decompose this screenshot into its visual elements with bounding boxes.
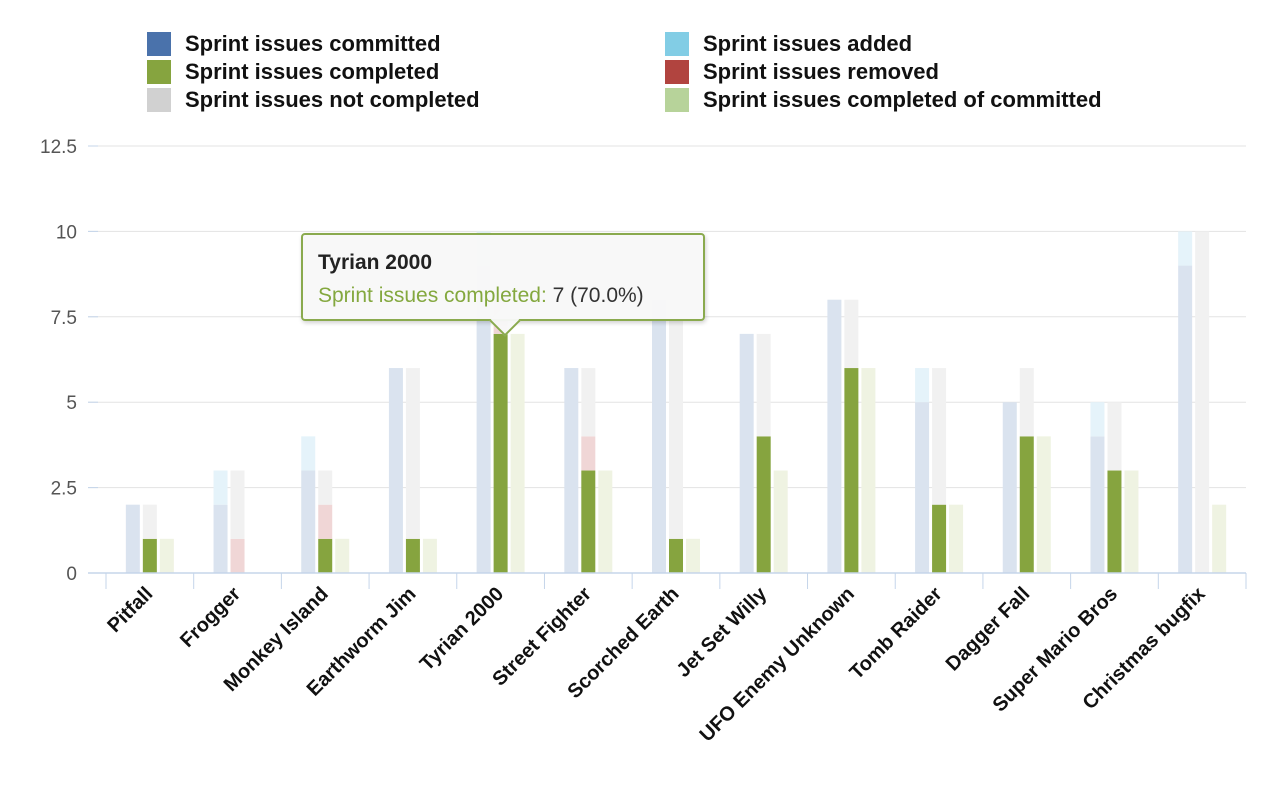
legend-label: Sprint issues committed [185,31,441,56]
x-tick-label: Dagger Fall [942,583,1035,676]
y-tick-label: 2.5 [51,479,77,500]
bar-completed[interactable] [1107,470,1122,573]
bar-committed[interactable] [1090,436,1105,573]
bar-completed-of-committed[interactable] [422,538,437,573]
bar-completed-of-committed[interactable] [861,368,876,573]
bar-not-completed[interactable] [932,368,947,505]
bar-removed[interactable] [581,436,596,471]
bar-completed-of-committed[interactable] [773,470,788,573]
bar-completed-of-committed[interactable] [598,470,613,573]
bar-committed[interactable] [739,333,754,573]
bar-added[interactable] [1178,231,1193,266]
chart-legend: Sprint issues committed Sprint issues add… [147,30,1187,116]
x-tick-label: Frogger [176,583,245,652]
bar-completed-of-committed[interactable] [510,333,525,573]
legend-label: Sprint issues completed [185,59,440,84]
bar-not-completed[interactable] [1195,231,1210,573]
bar-not-completed[interactable] [142,504,157,539]
x-tick-label: Tomb Raider [846,583,947,684]
bar-not-completed[interactable] [1019,368,1034,437]
legend-item-sprint-issues-completed-of-committed[interactable]: Sprint issues completed of committed [665,86,1102,114]
bar-completed[interactable] [581,470,596,573]
bar-not-completed[interactable] [318,470,333,505]
bar-added[interactable] [1090,402,1105,437]
legend-swatch [147,60,171,84]
grid-layer [88,145,1246,489]
y-tick-label: 0 [66,564,77,585]
tooltip-line: Sprint issues completed: 7 (70.0%) [318,284,703,308]
tooltip-value: 7 (70.0%) [552,284,644,307]
legend-swatch [665,32,689,56]
x-tick-label: Jet Set Willy [672,582,771,681]
bar-completed-of-committed[interactable] [1212,504,1227,573]
bar-committed[interactable] [1178,265,1193,573]
bar-committed[interactable] [1002,402,1017,573]
bar-not-completed[interactable] [1107,402,1122,471]
bar-committed[interactable] [564,368,579,573]
y-tick-label: 7.5 [51,308,77,329]
bar-not-completed[interactable] [230,470,245,539]
legend-item-sprint-issues-removed[interactable]: Sprint issues removed [665,58,939,86]
bar-completed-of-committed[interactable] [1036,436,1051,573]
tooltip-title: Tyrian 2000 [318,251,433,274]
bar-committed[interactable] [915,402,930,573]
bar-completed[interactable] [493,333,508,573]
tooltip-series-label: Sprint issues completed: [318,284,547,307]
legend-swatch [665,60,689,84]
bar-completed[interactable] [932,504,947,573]
bar-committed[interactable] [388,368,403,573]
bar-committed[interactable] [125,504,140,573]
legend-label: Sprint issues not completed [185,87,480,112]
y-tick-label: 10 [56,222,77,243]
x-tick-label: Tyrian 2000 [416,583,508,675]
x-tick-label: UFO Enemy Unknown [696,583,859,746]
bar-completed[interactable] [405,538,420,573]
bar-committed[interactable] [827,299,842,573]
bar-not-completed[interactable] [844,299,859,369]
legend-item-sprint-issues-not-completed[interactable]: Sprint issues not completed [147,86,480,114]
bar-committed[interactable] [652,299,666,573]
legend-swatch [147,32,171,56]
bar-completed[interactable] [844,368,859,573]
x-tick-label: Pitfall [103,583,157,637]
bar-added[interactable] [301,436,316,471]
bar-completed-of-committed[interactable] [949,504,964,573]
bar-added[interactable] [915,368,930,403]
legend-label: Sprint issues removed [703,59,939,84]
legend-swatch [147,88,171,112]
chart-tooltip: Tyrian 2000 Sprint issues completed: 7 (… [301,233,705,337]
y-tick-label: 5 [66,393,77,414]
bar-completed[interactable] [756,436,771,573]
legend-swatch [665,88,689,112]
bar-committed[interactable] [213,504,228,573]
bar-removed[interactable] [318,504,333,539]
bar-completed[interactable] [318,538,333,573]
bar-not-completed[interactable] [669,299,683,539]
legend-item-sprint-issues-added[interactable]: Sprint issues added [665,30,912,58]
bar-completed[interactable] [142,538,157,573]
legend-item-sprint-issues-completed[interactable]: Sprint issues completed [147,58,439,86]
bar-not-completed[interactable] [405,368,420,539]
legend-label: Sprint issues added [703,31,913,56]
bar-completed-of-committed[interactable] [335,538,350,573]
bar-not-completed[interactable] [756,333,771,437]
bar-committed[interactable] [301,470,316,573]
bar-completed-of-committed[interactable] [686,538,700,573]
y-tick-label: 12.5 [40,137,77,158]
legend-label: Sprint issues completed of committed [703,87,1102,112]
bar-completed[interactable] [669,538,683,573]
bar-not-completed[interactable] [581,368,596,437]
bar-completed[interactable] [1019,436,1034,573]
bar-added[interactable] [213,470,228,505]
bar-completed-of-committed[interactable] [159,538,174,573]
bar-committed[interactable] [476,265,491,573]
bar-removed[interactable] [230,538,245,573]
bars-layer [125,231,1227,573]
legend-item-sprint-issues-committed[interactable]: Sprint issues committed [147,30,441,58]
bar-completed-of-committed[interactable] [1124,470,1139,573]
